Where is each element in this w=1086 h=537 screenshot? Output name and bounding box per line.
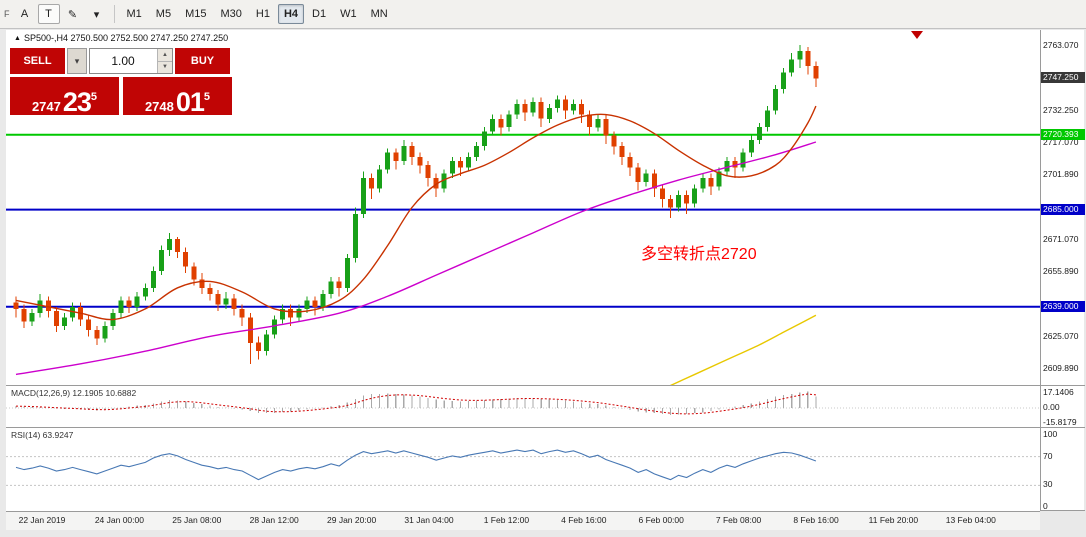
volume-dropdown-button[interactable]: ▾: [67, 48, 87, 74]
rsi-axis-label: 100: [1043, 429, 1058, 439]
macd-chart-svg: [6, 391, 1040, 416]
top-toolbar: F A T ✎ ▾ M1 M5 M15 M30 H1 H4 D1 W1 MN: [0, 0, 1086, 29]
chart-shift-marker-icon[interactable]: [911, 31, 923, 39]
chart-annotation-text: 多空转折点2720: [641, 246, 757, 263]
timeframe-h4-button[interactable]: H4: [277, 4, 304, 24]
time-axis-label: 24 Jan 00:00: [94, 515, 144, 525]
rsi-axis-label: 30: [1043, 479, 1053, 490]
rsi-panel[interactable]: RSI(14) 63.9247: [6, 427, 1040, 511]
ma-yellow-line: [669, 314, 817, 385]
volume-input[interactable]: [90, 49, 156, 73]
time-axis-label: 8 Feb 16:00: [793, 515, 839, 525]
timeframe-m1-button[interactable]: M1: [126, 8, 142, 20]
price-axis-label: 2717.070: [1043, 136, 1079, 147]
time-axis-label: 25 Jan 08:00: [172, 515, 222, 525]
macd-signal-line: [15, 393, 816, 415]
draw-tool-icon[interactable]: ✎: [67, 8, 78, 21]
sell-button[interactable]: SELL: [10, 48, 65, 74]
ma-magenta-line: [15, 141, 817, 376]
chart-title-text: SP500-,H4 2750.500 2752.500 2747.250 274…: [23, 33, 229, 43]
draw-tool-dropdown-icon[interactable]: ▾: [93, 8, 100, 21]
current-price-tag: 2747.250: [1041, 72, 1085, 84]
time-axis-label: 22 Jan 2019: [18, 515, 66, 525]
toolbar-separator: [113, 5, 115, 23]
macd-label: MACD(12,26,9) 12.1905 10.6882: [11, 388, 137, 398]
time-axis-label: 31 Jan 04:00: [404, 515, 454, 525]
time-axis[interactable]: 22 Jan 2019 24 Jan 00:00 25 Jan 08:00 28 Ja…: [6, 511, 1040, 530]
hline-price-tag: 2639.000: [1041, 300, 1085, 312]
rsi-axis-label: 0: [1043, 501, 1048, 511]
axis-separator: [1041, 427, 1085, 428]
ask-big-figure: 2748: [144, 99, 174, 114]
price-axis-label: 2671.070: [1043, 234, 1079, 245]
ma-red-line: [15, 105, 817, 321]
macd-panel[interactable]: MACD(12,26,9) 12.1905 10.6882: [6, 385, 1040, 427]
axis-separator: [1041, 510, 1085, 511]
font-tool-button[interactable]: A: [20, 8, 29, 20]
one-click-collapse-icon[interactable]: ▲: [14, 35, 21, 42]
ask-fraction: 5: [203, 91, 211, 103]
price-axis[interactable]: 2763.070 2732.250 2717.070 2701.890 2671.070…: [1040, 30, 1085, 511]
price-axis-label: 2701.890: [1043, 168, 1079, 179]
ask-pips: 01: [175, 87, 205, 117]
price-axis-label: 2732.250: [1043, 104, 1079, 115]
timeframe-d1-button[interactable]: D1: [312, 8, 327, 20]
bid-pips: 23: [62, 87, 92, 117]
bid-price-display[interactable]: 2747235: [10, 77, 119, 117]
rsi-line: [15, 449, 817, 481]
rsi-axis-label: 70: [1043, 450, 1053, 461]
timeframe-buttons: M1 M5 M15 M30 H1 H4 D1 W1 MN: [120, 4, 395, 24]
timeframe-h1-button[interactable]: H1: [255, 8, 270, 20]
candlestick-chart-svg: [6, 31, 1040, 385]
macd-axis-label: 0.00: [1043, 402, 1060, 412]
bid-big-figure: 2747: [31, 99, 61, 114]
price-axis-label: 2609.890: [1043, 363, 1079, 374]
time-axis-label: 6 Feb 00:00: [638, 515, 684, 525]
text-tool-button[interactable]: T: [37, 4, 60, 24]
time-axis-label: 11 Feb 20:00: [868, 515, 919, 525]
timeframe-mn-button[interactable]: MN: [370, 8, 388, 20]
rsi-chart-svg: [6, 449, 1040, 486]
chart-title: ▲ SP500-,H4 2750.500 2752.500 2747.250 27…: [14, 33, 228, 43]
axis-separator: [1041, 385, 1085, 386]
time-axis-label: 4 Feb 16:00: [561, 515, 607, 525]
volume-spinner: ▲ ▼: [157, 49, 172, 73]
timeframe-m30-button[interactable]: M30: [220, 8, 242, 20]
time-axis-label: 13 Feb 04:00: [945, 515, 996, 525]
price-axis-label: 2763.070: [1043, 39, 1079, 50]
price-axis-label: 2625.070: [1043, 331, 1079, 342]
time-axis-label: 1 Feb 12:00: [483, 515, 530, 525]
timeframe-w1-button[interactable]: W1: [340, 8, 357, 20]
ask-price-display[interactable]: 2748015: [123, 77, 232, 117]
price-axis-label: 2655.890: [1043, 266, 1079, 277]
one-click-trade-panel: SELL ▾ ▲ ▼ BUY 2747235 2748015: [10, 48, 232, 117]
time-axis-label: 7 Feb 08:00: [715, 515, 762, 525]
volume-decrease-button[interactable]: ▼: [158, 61, 172, 73]
bid-fraction: 5: [90, 91, 98, 103]
time-axis-label: 28 Jan 12:00: [249, 515, 299, 525]
timeframe-m5-button[interactable]: M5: [155, 8, 172, 20]
volume-increase-button[interactable]: ▲: [158, 49, 172, 62]
macd-axis-label: -15.8179: [1043, 417, 1077, 428]
buy-button[interactable]: BUY: [175, 48, 230, 74]
timeframe-m15-button[interactable]: M15: [185, 8, 207, 20]
hline-price-tag: 2720.393: [1041, 128, 1085, 140]
volume-field: ▲ ▼: [89, 48, 173, 74]
toolbar-left-label: F: [4, 9, 10, 19]
macd-axis-label: 17.1406: [1043, 387, 1074, 397]
rsi-label: RSI(14) 63.9247: [11, 430, 74, 440]
hline-price-tag: 2685.000: [1041, 203, 1085, 215]
time-axis-label: 29 Jan 20:00: [327, 515, 377, 525]
main-chart-panel[interactable]: ▲ SP500-,H4 2750.500 2752.500 2747.250 27…: [6, 30, 1040, 385]
